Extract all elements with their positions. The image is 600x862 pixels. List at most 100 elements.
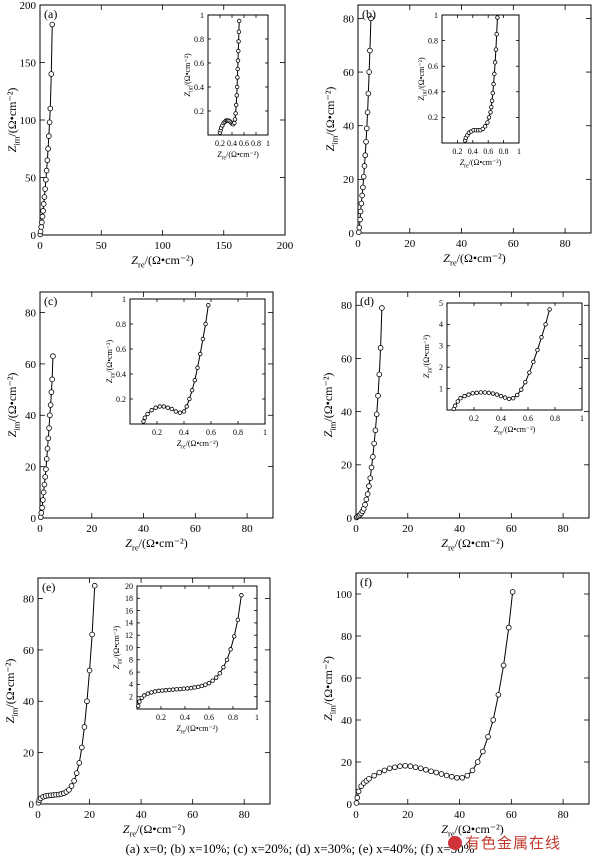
inset-a-data-point	[236, 29, 242, 34]
inset-e-y-tick-label: 4	[129, 680, 133, 689]
panel-b-data-point	[366, 69, 372, 75]
inset-b-y-axis-title: Zim/(Ω•cm⁻²)	[417, 57, 428, 101]
inset-c-data-point	[203, 321, 208, 327]
panel-c-data-point	[50, 353, 56, 360]
inset-c-x-axis-title-group: Zre/(Ω•cm⁻²)	[177, 439, 219, 450]
panel-a-data-point	[37, 228, 44, 235]
inset-c-y-tick-label: 1	[122, 295, 126, 304]
inset-a-y-tick-label: 1	[200, 11, 204, 20]
panel-b-data-point	[359, 192, 365, 199]
inset-d-data-point	[510, 396, 516, 401]
panel-f-data-point	[433, 769, 440, 776]
panel-f-x-axis-title-group: Zre/(Ω•cm⁻²)	[441, 822, 503, 839]
panel-c-y-axis-title: Zim/(Ω•cm⁻²)	[5, 373, 22, 438]
inset-a-y-tick-label: 0.4	[194, 83, 204, 92]
inset-d-data-point	[531, 359, 536, 365]
inset-a-y-axis-title: Zim/(Ω•cm⁻²)	[183, 53, 194, 97]
panel-b-data-point	[358, 200, 365, 207]
inset-d-data-point	[502, 395, 508, 400]
panel-f-data-point	[371, 772, 377, 779]
panel-c-data-point	[43, 456, 50, 462]
inset-chart: 0.2 0.4 0.6 0.8 12468101214161820Zre/(Ω•cm⁻²…	[112, 582, 259, 736]
panel-f-x-tick-label: 20	[402, 809, 414, 821]
inset-c-data-point	[173, 409, 179, 414]
panel-a-x-axis-title: Zre/(Ω•cm⁻²)	[131, 253, 193, 270]
inset-e-data-point	[188, 685, 194, 691]
panel-b-data-point	[355, 229, 362, 235]
panel-d-data-point	[363, 496, 370, 503]
panel-f-data-point	[402, 762, 408, 769]
inset-c-x-tick-label: 1	[263, 428, 267, 437]
inset-d-data-point	[478, 390, 483, 395]
inset-b-x-tick-label: 0.2	[452, 147, 462, 156]
inset-a-x-tick-label: 0.6	[239, 139, 249, 148]
inset-a-data-point	[236, 18, 242, 24]
inset-b-data-point	[495, 15, 500, 20]
panel-c-data-point	[48, 389, 55, 395]
panel-e-data-point	[91, 582, 98, 589]
panel-a-data-point	[44, 157, 51, 164]
panel-a-data-point	[48, 71, 55, 77]
panel-c-data-point	[47, 402, 54, 408]
panel-b-y-tick-label: 40	[343, 121, 355, 133]
figure-caption: (a) x=0; (b) x=10%; (c) x=20%; (d) x=30%…	[125, 841, 475, 856]
panel-a-data-point	[41, 194, 48, 200]
panel-a-x-tick-label: 50	[96, 240, 108, 252]
panel-f-data-point	[386, 765, 393, 772]
panel-d-x-tick-label: 40	[454, 523, 466, 535]
inset-c-data-point	[161, 404, 166, 409]
panel-c-data-point	[38, 510, 45, 516]
panel-e-y-axis-title-group: Zim/(Ω•cm⁻²)	[3, 659, 20, 724]
panel-b-data-point	[357, 208, 364, 215]
inset-c-data-point	[177, 410, 183, 415]
inset-chart: 0.2 0.4 0.6 0.8 10.20.40.60.81Zre/(Ω•cm⁻²)Zi…	[183, 11, 270, 162]
panel-c-y-tick-label: 20	[25, 461, 37, 473]
inset-b-data-point	[489, 98, 495, 103]
inset-d-data-point	[547, 307, 552, 312]
panel-d-data-point	[368, 464, 375, 471]
inset-b-data-point	[491, 81, 496, 87]
panel-label: (a)	[44, 7, 57, 21]
panel-b-data-point	[360, 184, 366, 191]
panel-d-y-axis-title-group: Zim/(Ω•cm⁻²)	[321, 373, 338, 438]
panel-f-data-point	[381, 767, 388, 774]
panel-c-x-tick-label: 40	[138, 523, 150, 535]
panel-a-data-point	[40, 201, 47, 207]
panel-c-y-axis-title-group: Zim/(Ω•cm⁻²)	[5, 373, 22, 438]
panel-f-data-point	[353, 800, 360, 806]
panel-f-data-point	[355, 788, 362, 795]
panel-e-y-tick-label: 20	[23, 747, 35, 759]
panel-f-data-point	[454, 774, 460, 781]
inset-e-x-tick-label: 0.4	[180, 713, 190, 722]
inset-e-x-tick-label: 0.6	[204, 713, 214, 722]
inset-c-data-point	[149, 408, 154, 413]
watermark-text: 有色金属在线	[465, 834, 562, 852]
inset-d-data-point	[474, 390, 479, 396]
panel-f-data-point	[407, 763, 414, 769]
panel-a-data-point	[49, 21, 56, 28]
chart-panel-d: 0 20 40 60 80 0 20 40 60 80 Zre/(Ω•cm⁻²) Zim/(Ω•cm⁻…	[321, 291, 590, 553]
inset-c-data-point	[195, 365, 200, 370]
panel-d-y-axis-title: Zim/(Ω•cm⁻²)	[321, 373, 338, 438]
inset-e-y-tick-label: 10	[125, 643, 133, 652]
panel-f-data-point	[412, 764, 419, 771]
panel-label: (f)	[360, 575, 372, 589]
panel-b-data-point	[360, 173, 367, 180]
panel-a-y-tick-label: 100	[20, 115, 37, 127]
inset-b-x-axis-title: Zre/(Ω•cm⁻²)	[460, 158, 502, 169]
inset-c-data-point	[189, 388, 195, 393]
panel-f-data-point	[469, 767, 476, 774]
panel-a-data-point	[39, 219, 45, 226]
panel-f-data-point	[480, 748, 486, 755]
inset-d-data-point	[466, 392, 471, 397]
inset-d-x-tick-label: 0.8	[550, 414, 560, 423]
inset-b-y-tick-label: 1	[434, 11, 438, 20]
panel-d-x-axis-title: Zre/(Ω•cm⁻²)	[441, 536, 503, 553]
panel-d-y-tick-label: 60	[341, 353, 353, 365]
inset-b-data-point	[486, 115, 492, 120]
inset-d-data-point	[519, 387, 524, 392]
inset-d-data-point	[470, 391, 475, 396]
panel-b-y-tick-label: 0	[349, 228, 355, 240]
panel-e-y-tick-label: 0	[29, 799, 35, 811]
